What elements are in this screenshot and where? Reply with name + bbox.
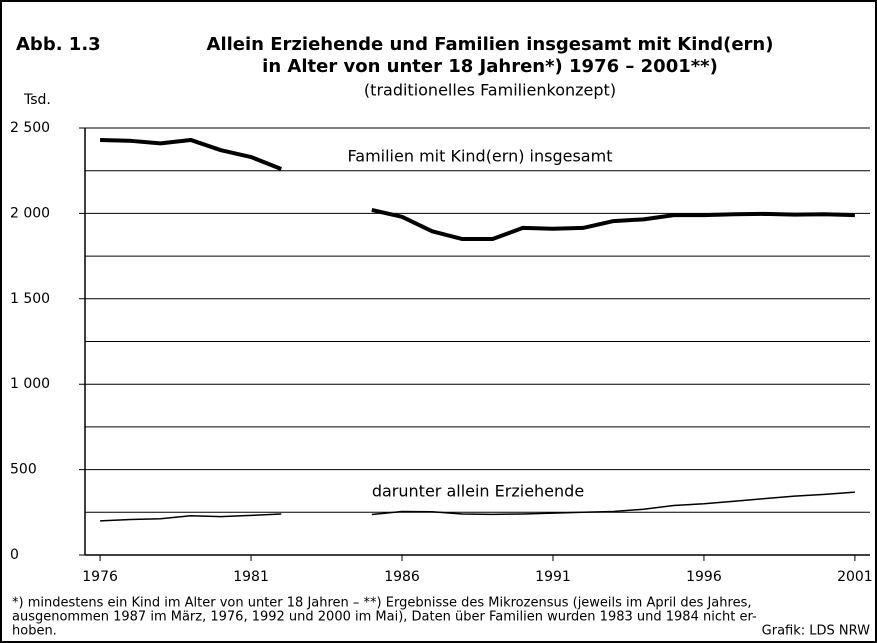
x-tick-label: 1991 [535,569,571,585]
x-tick-label: 1976 [82,569,118,585]
chart-title: in Alter von unter 18 Jahren*) 1976 – 20… [262,56,718,77]
series-line [100,137,855,242]
footnote: *) mindestens ein Kind im Alter von unte… [12,596,751,611]
x-tick-label: 1996 [686,569,722,585]
footnote: ausgenommen 1987 im März, 1976, 1992 und… [12,610,757,625]
y-tick-label: 2 000 [10,205,50,221]
series-label: Familien mit Kind(ern) insgesamt [348,147,613,166]
x-tick-label: 1981 [233,569,269,585]
x-tick-label: 1986 [384,569,420,585]
chart-subtitle: (traditionelles Familienkonzept) [364,81,616,100]
y-axis-label: Tsd. [23,92,51,108]
y-tick-label: 1 500 [10,291,50,307]
y-tick-label: 1 000 [10,376,50,392]
figure-label: Abb. 1.3 [16,34,101,55]
source: Grafik: LDS NRW [762,624,870,639]
y-tick-label: 2 500 [10,120,50,136]
footnote: hoben. [12,624,57,639]
chart-title: Allein Erziehende und Familien insgesamt… [207,34,774,55]
series-line [100,491,855,522]
series-label: darunter allein Erziehende [372,482,584,501]
x-tick-label: 2001 [837,569,873,585]
y-tick-label: 0 [10,547,19,563]
y-tick-label: 500 [10,462,37,478]
